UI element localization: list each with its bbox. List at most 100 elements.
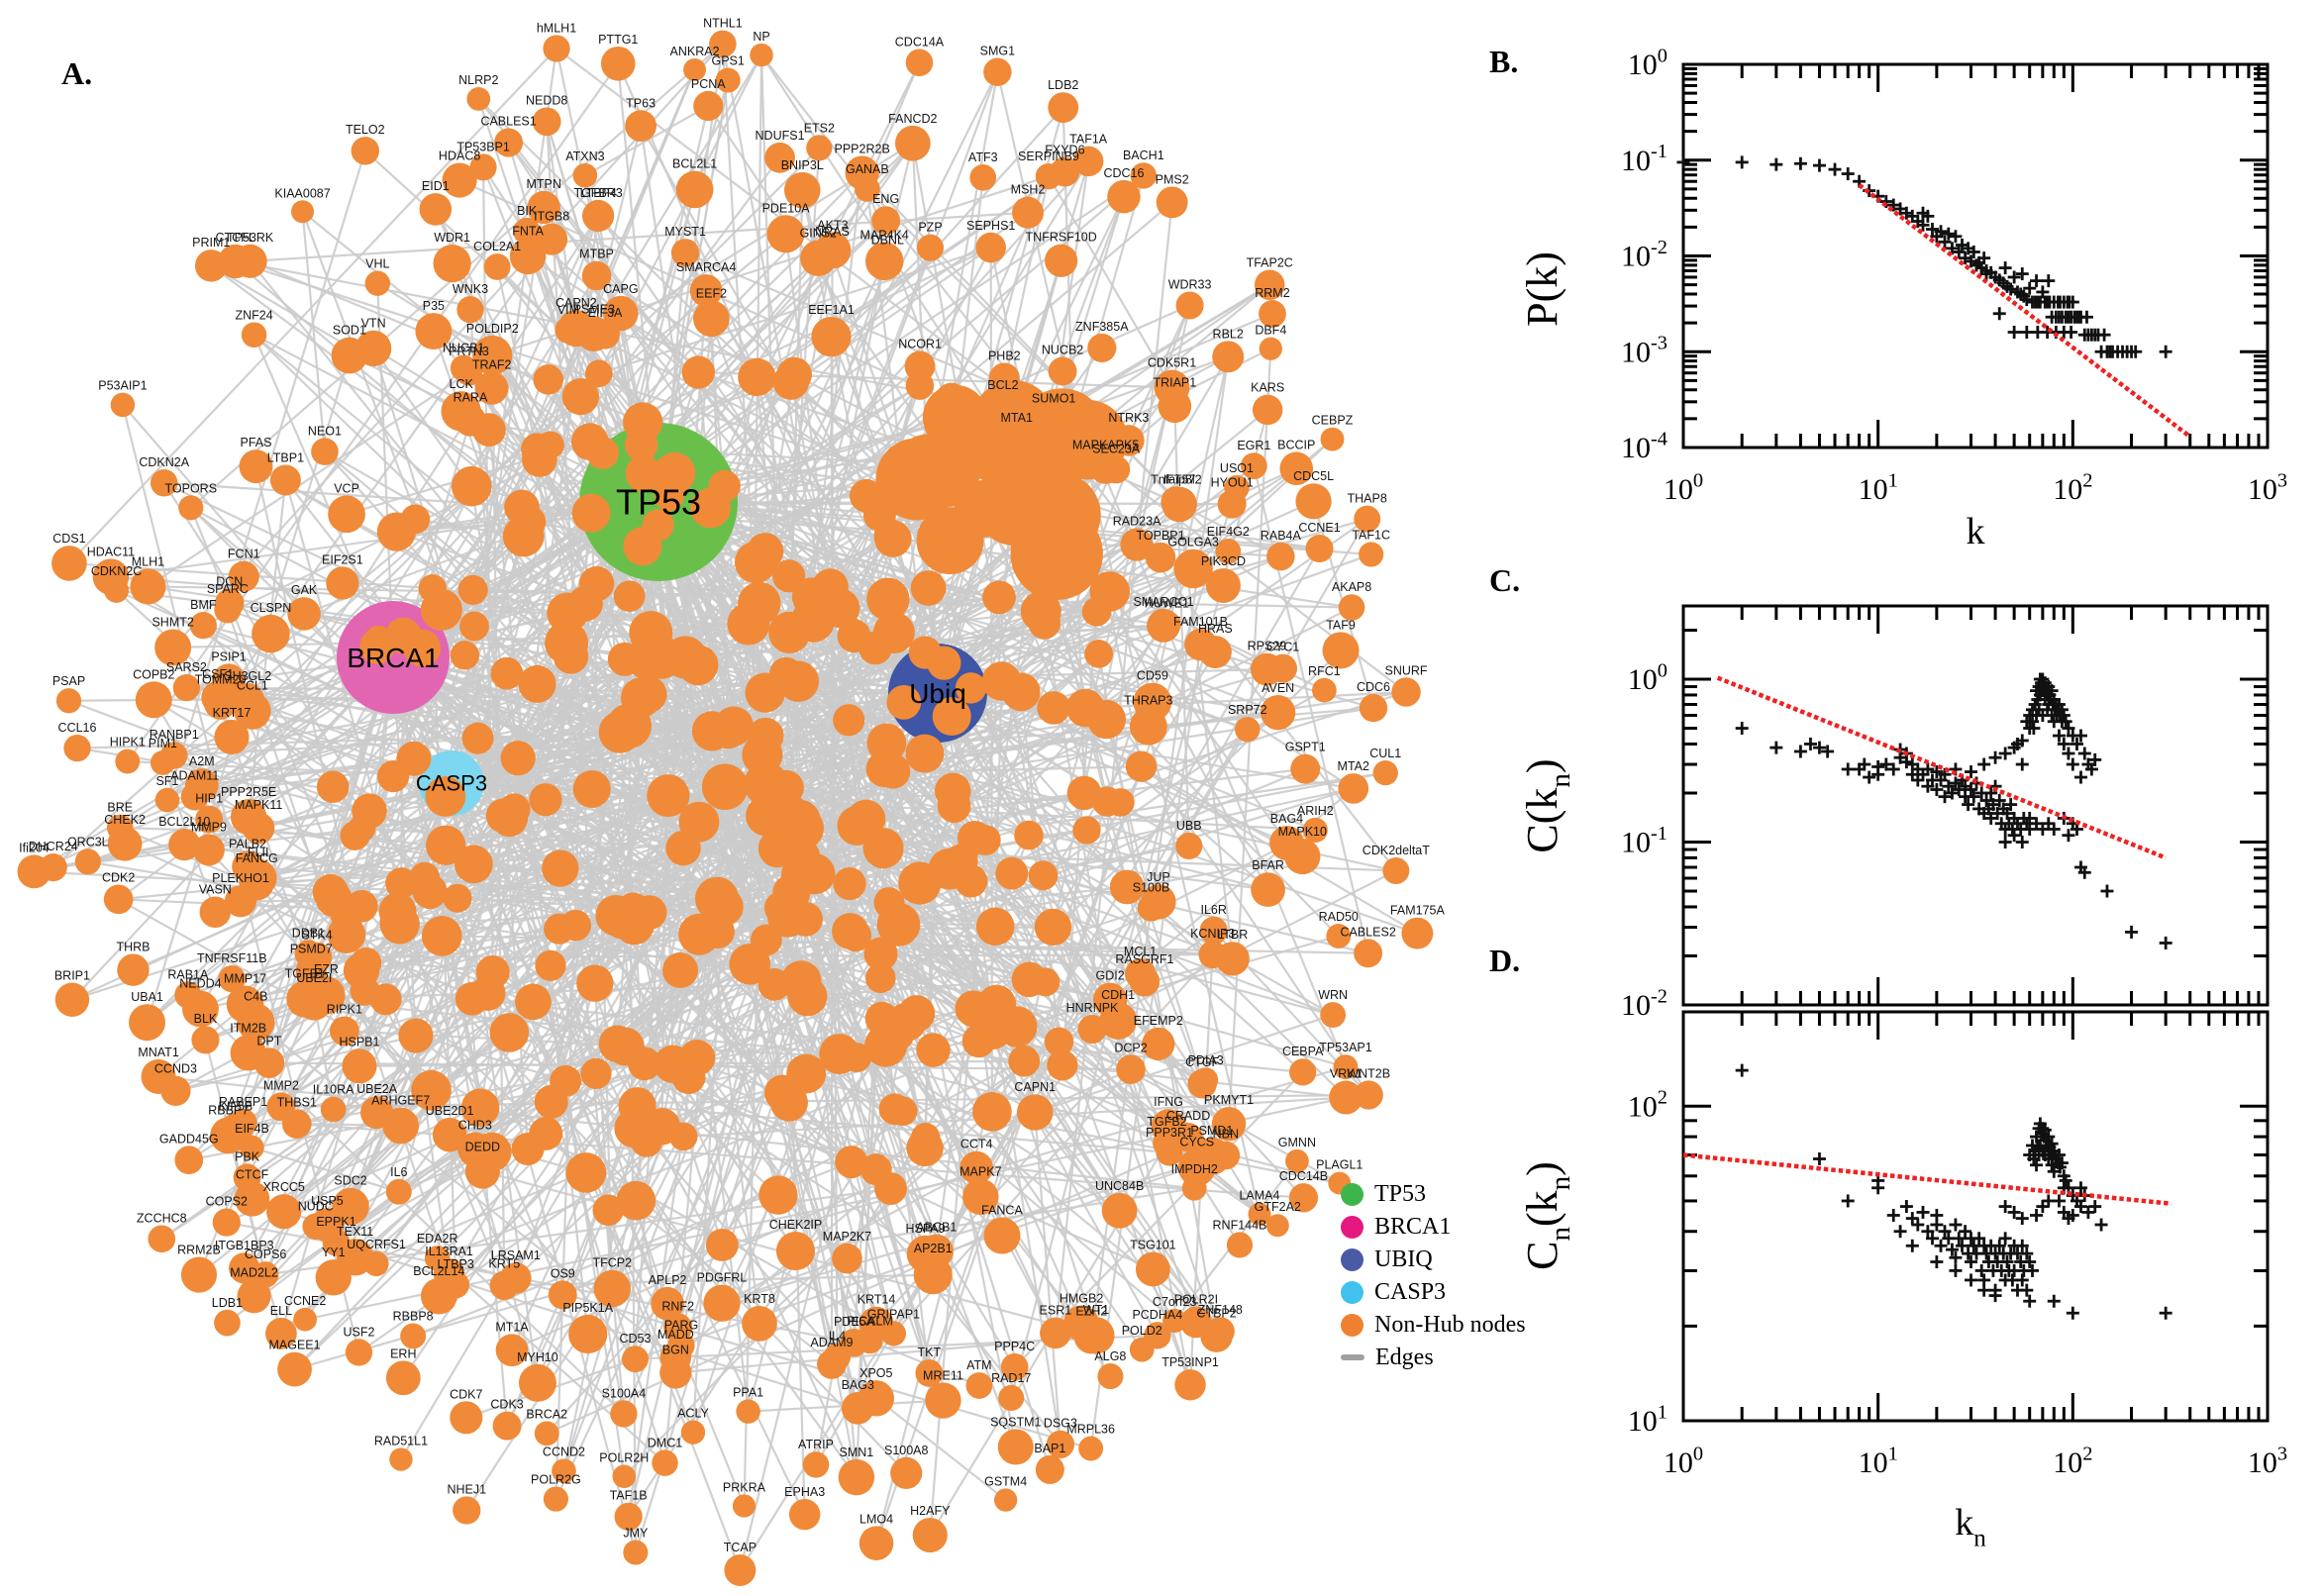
gene-label: SPARC (207, 582, 249, 596)
network-node (495, 1334, 529, 1367)
network-node (580, 1057, 612, 1090)
gene-label: IL6 (390, 1165, 407, 1179)
gene-label: PPA1 (733, 1385, 763, 1399)
network-node (1175, 832, 1203, 860)
network-node (884, 460, 920, 496)
gene-label: CRADD (1166, 1109, 1210, 1123)
scatter-points (1735, 672, 2172, 949)
network-node (1072, 146, 1104, 177)
gene-label: IL4 (829, 1330, 846, 1344)
gene-label: KRT14 (858, 1293, 896, 1307)
network-node (1162, 1308, 1187, 1334)
gene-label: LTBR (1217, 928, 1248, 942)
gene-label: CAPG (603, 282, 638, 296)
network-node (293, 1307, 317, 1332)
gene-label: FNTA (512, 225, 544, 239)
gene-label: JUP (1147, 870, 1170, 884)
gene-label: UBE2I (296, 971, 332, 985)
gene-label: IL13RA1 (425, 1245, 473, 1258)
gene-label: KRT8 (744, 1292, 775, 1306)
network-node (1198, 636, 1232, 669)
network-node (327, 915, 366, 953)
gene-label: OS9 (551, 1266, 575, 1280)
network-node (376, 512, 417, 551)
gene-label: SH3GL2 (224, 669, 271, 683)
network-node (1028, 860, 1059, 891)
gene-label: BGN (662, 1343, 689, 1356)
network-node (1097, 1363, 1124, 1390)
network-node (969, 163, 997, 191)
x-axis-label: k (1967, 511, 1985, 552)
gene-label: POLR2I (1174, 1292, 1218, 1306)
gene-label: KRT5 (488, 1257, 520, 1271)
network-node (192, 834, 225, 866)
network-node (864, 1024, 908, 1067)
gene-label: RAD51L1 (374, 1434, 428, 1447)
network-node (916, 1033, 951, 1067)
x-tick-label: 103 (2248, 1443, 2287, 1479)
network-node (623, 402, 663, 443)
gene-label: CDKN2C (91, 564, 142, 578)
gene-label: EIF2S1 (322, 552, 363, 566)
network-node (864, 962, 896, 994)
gene-label: WNT2B (1347, 1066, 1390, 1080)
gene-label: YY1 (322, 1246, 346, 1259)
gene-label: RAB1A (167, 967, 209, 981)
gene-label: LTBP4 (580, 186, 617, 200)
y-tick-label: 10-2 (1621, 237, 1667, 273)
network-node (489, 1013, 530, 1052)
network-node (154, 629, 192, 666)
network-node (291, 200, 315, 224)
network-node (1106, 788, 1135, 817)
network-node (559, 909, 592, 942)
network-node (346, 889, 378, 923)
gene-label: hMLH1 (537, 21, 576, 35)
network-node (1050, 156, 1080, 187)
network-node (342, 1048, 377, 1084)
network-node (1235, 717, 1261, 743)
network-node (584, 359, 613, 388)
gene-label: MTPN (526, 177, 560, 191)
gene-label: KCNIP3 (1190, 927, 1235, 941)
gene-label: POLDIP2 (466, 322, 519, 336)
gene-label: UBE2A (356, 1082, 398, 1096)
gene-label: PRTN3 (449, 345, 489, 358)
network-node (1268, 653, 1298, 683)
gene-label: GADD45G (159, 1132, 219, 1146)
panel-label-d: D. (1489, 943, 1521, 978)
network-node (667, 1332, 695, 1359)
network-node (925, 1382, 961, 1419)
network-node (704, 887, 744, 927)
gene-label: EGR1 (1237, 439, 1270, 452)
gene-label: LCK (450, 377, 474, 391)
gene-label: ATF3 (968, 150, 998, 164)
network-node (1048, 356, 1077, 386)
gene-label: DDB1 (292, 926, 325, 940)
network-node (511, 1132, 545, 1165)
gene-label: USP5 (311, 1194, 344, 1208)
network-node (461, 722, 494, 754)
gene-label: PRKRA (723, 1480, 766, 1494)
y-tick-label: 100 (1628, 45, 1667, 81)
network-node (842, 1043, 872, 1072)
network-node (148, 1225, 176, 1253)
network-node (1077, 1317, 1115, 1354)
network-node (400, 1323, 427, 1349)
network-node (1142, 1027, 1175, 1061)
hub-label-ubiq: Ubiq (909, 678, 966, 709)
network-node (1338, 594, 1365, 621)
gene-label: SRP72 (1228, 703, 1267, 717)
gene-label: SEC23A (1092, 442, 1141, 455)
gene-label: C4B (244, 989, 267, 1003)
gene-label: CHD3 (458, 1119, 492, 1133)
network-node (110, 392, 136, 418)
gene-label: BCL2 (987, 378, 1018, 392)
network-node (195, 805, 224, 834)
gene-label: PRIM1 (192, 236, 230, 249)
network-node (515, 983, 552, 1021)
network-node (269, 464, 301, 496)
gene-label: RAB4A (1261, 529, 1302, 543)
gene-label: PIP5K1A (562, 1301, 613, 1315)
network-node (874, 520, 912, 557)
